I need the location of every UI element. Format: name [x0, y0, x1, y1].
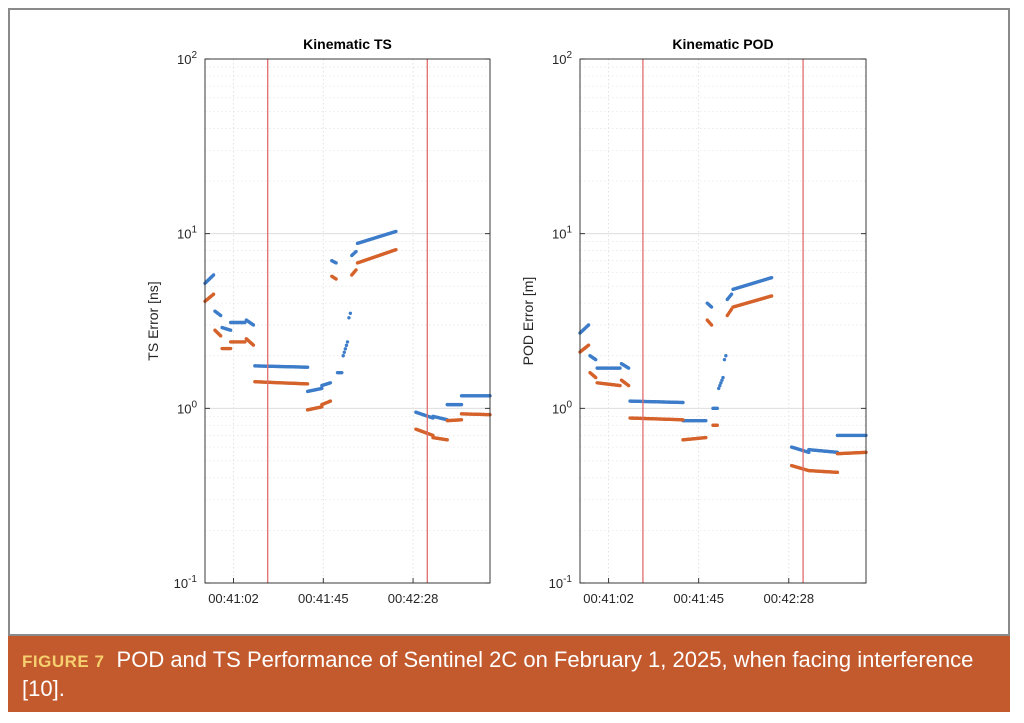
ts-chart-title: Kinematic TS	[303, 36, 392, 52]
ts-series2-point	[459, 418, 464, 422]
pod-xtick-label: 00:41:02	[583, 591, 634, 606]
panel-kinematic-ts: 10-1 100 101 102 00:41:02 00:41:45 00:42:28 Kin…	[145, 36, 492, 606]
pod-series1-point	[704, 418, 708, 423]
pod-series1-point	[722, 357, 727, 362]
ts-series1-point	[354, 249, 358, 254]
pod-xtick-label: 00:41:45	[673, 591, 724, 606]
ts-series1-point	[320, 386, 324, 391]
pod-series1-point	[724, 354, 728, 358]
ts-ytick-label: 100	[177, 399, 197, 416]
panel-kinematic-pod: 10-1 100 101 102 00:41:02 00:41:45 00:42:28 Kin…	[520, 36, 868, 606]
ts-series1-point	[342, 350, 346, 354]
ts-series1-point	[394, 229, 398, 234]
pod-chart-title: Kinematic POD	[672, 36, 773, 52]
pod-series2-point	[594, 375, 598, 380]
pod-series1-point	[715, 406, 719, 411]
ts-series1-point	[228, 328, 233, 332]
ts-series1-point	[251, 323, 256, 327]
pod-series2-point	[681, 418, 685, 422]
ts-ytick-label: 10-1	[174, 574, 198, 591]
ts-xtick-label: 00:41:02	[208, 591, 259, 606]
pod-ytick-label: 10-1	[549, 574, 573, 591]
pod-series2-point	[835, 470, 840, 475]
pod-ytick-label: 102	[552, 50, 572, 67]
ts-series2-point	[334, 277, 338, 281]
ts-series2-point	[228, 346, 233, 351]
ts-series2-point	[354, 268, 358, 272]
pod-series1-point	[769, 275, 774, 280]
pod-series1-point	[618, 366, 622, 370]
pod-series1-point	[709, 305, 714, 309]
pod-y-axis-label: POD Error [m]	[520, 277, 536, 366]
ts-series1-point	[334, 261, 338, 265]
ts-ytick-label: 101	[177, 225, 197, 242]
ts-series1-point	[348, 311, 353, 315]
pod-series2-point	[618, 383, 622, 388]
pod-axes-box	[579, 58, 867, 584]
pod-series1-point	[720, 378, 724, 382]
pod-series1-point	[721, 375, 725, 380]
pod-series2-point	[769, 294, 774, 298]
figure-caption-text: POD and TS Performance of Sentinel 2C on…	[22, 647, 974, 701]
pod-series1-point	[586, 323, 591, 327]
ts-series2-point	[251, 343, 256, 347]
ts-series2-point	[305, 382, 310, 386]
ts-xtick-label: 00:41:45	[298, 591, 349, 606]
ts-series2-point	[218, 334, 223, 338]
pod-plot-area	[580, 59, 866, 583]
pod-series1-point	[626, 366, 631, 370]
ts-series1-point	[328, 381, 333, 385]
figure-charts: 10-1 100 101 102 00:41:02 00:41:45 00:42:28 Kin…	[145, 36, 868, 606]
pod-ytick-label: 100	[552, 399, 572, 416]
pod-series2-point	[715, 423, 719, 427]
ts-series1-point	[459, 402, 464, 407]
ts-series1-point	[343, 347, 348, 351]
pod-xtick-label: 00:42:28	[763, 591, 814, 606]
pod-ytick-label: 101	[552, 225, 572, 242]
ts-series1-point	[347, 316, 351, 320]
ts-xtick-label: 00:42:28	[388, 591, 439, 606]
pod-series1-point	[718, 384, 722, 388]
pod-series2-point	[586, 343, 591, 347]
pod-series1-point	[719, 381, 723, 385]
pod-series1-point	[681, 400, 685, 405]
ts-series2-point	[445, 438, 449, 442]
pod-series2-point	[709, 323, 714, 327]
ts-series1-point	[344, 343, 349, 348]
ts-y-axis-label: TS Error [ns]	[145, 281, 161, 360]
ts-series1-point	[305, 365, 310, 369]
pod-series1-point	[594, 357, 598, 362]
ts-series1-point	[218, 313, 223, 318]
ts-axes-box	[204, 58, 491, 584]
pod-series1-point	[729, 292, 734, 296]
ts-series1-point	[211, 273, 216, 277]
ts-series1-point	[340, 370, 344, 375]
ts-series2-point	[243, 340, 247, 344]
ts-plot-area	[205, 59, 490, 583]
ts-series2-point	[328, 399, 333, 403]
ts-series2-point	[211, 292, 216, 296]
ts-series2-point	[394, 247, 398, 252]
pod-series2-point	[626, 383, 631, 388]
ts-ytick-label: 102	[177, 50, 197, 67]
pod-series1-point	[807, 450, 811, 455]
ts-series1-point	[341, 354, 345, 358]
pod-series1-point	[717, 386, 721, 391]
pod-series2-point	[704, 435, 708, 440]
figure-caption-label: FIGURE 7	[22, 652, 105, 671]
ts-series1-point	[345, 340, 350, 344]
figure-caption: FIGURE 7 POD and TS Performance of Senti…	[8, 636, 1010, 712]
